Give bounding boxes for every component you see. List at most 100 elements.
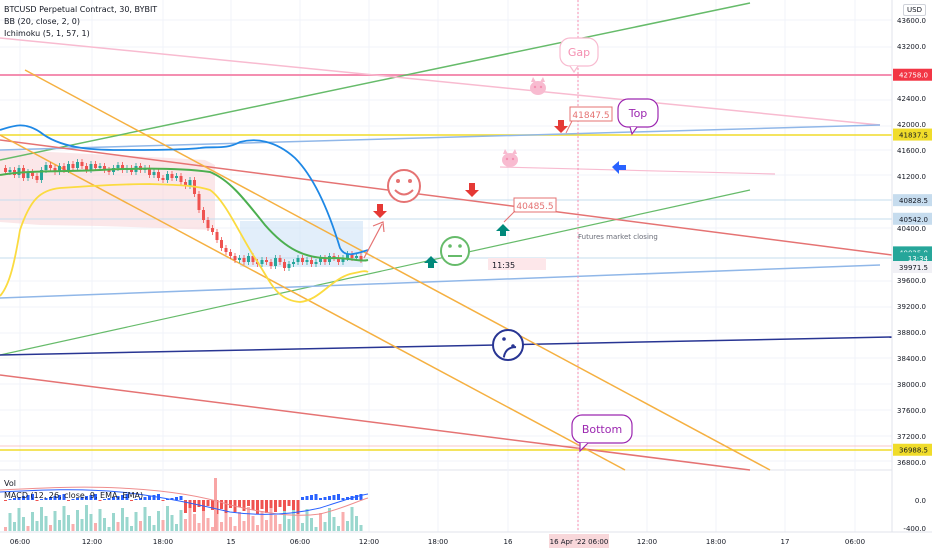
ichimoku-legend[interactable]: Ichimoku (5, 1, 57, 1) xyxy=(4,29,90,38)
trendline-green-upper[interactable] xyxy=(0,2,751,161)
candle-body xyxy=(98,166,102,168)
macd-tick: 0.0 xyxy=(915,497,926,505)
macd-signal-line[interactable] xyxy=(0,486,369,516)
trendline-pink-short[interactable] xyxy=(499,166,776,175)
macd-legend[interactable]: MACD (12, 26, close, 9, EMA, EMA) xyxy=(4,491,144,500)
volume-bar xyxy=(116,522,120,531)
macd-bar xyxy=(103,499,106,500)
bollinger-upper-band[interactable] xyxy=(0,124,369,256)
volume-bar xyxy=(314,527,318,531)
smiley-face-icon[interactable] xyxy=(387,169,421,203)
neutral-face-icon[interactable] xyxy=(440,236,470,266)
candle-body xyxy=(31,172,34,176)
trendline-navy[interactable] xyxy=(0,336,893,356)
macd-line[interactable] xyxy=(0,489,369,515)
volume-bar xyxy=(58,520,61,531)
sad-face-icon[interactable] xyxy=(492,329,524,361)
arrow-down-icon[interactable] xyxy=(373,204,387,218)
volume-bar xyxy=(332,517,336,531)
macd-bar xyxy=(143,497,147,500)
price-tick: 42000.0 xyxy=(897,121,926,129)
arrow-left-icon[interactable] xyxy=(612,161,626,174)
arrow-down-icon[interactable] xyxy=(554,120,568,133)
candle-body xyxy=(292,262,295,264)
volume-legend[interactable]: Vol xyxy=(4,479,16,488)
volume-bar xyxy=(206,518,210,531)
trendline-blue-upper[interactable] xyxy=(0,124,881,151)
symbol-legend[interactable]: BTCUSD Perpetual Contract, 30, BYBIT xyxy=(4,5,158,14)
trendline-green-lower[interactable] xyxy=(0,189,751,356)
candle-body xyxy=(301,258,304,262)
macd-bar xyxy=(67,500,70,501)
pig-icon[interactable] xyxy=(530,77,546,95)
candle-body xyxy=(179,176,183,182)
macd-bar xyxy=(89,495,93,500)
trendline-orange-lower[interactable] xyxy=(0,134,626,471)
macd-bar xyxy=(314,494,318,500)
volume-bar xyxy=(265,520,268,531)
volume-bar xyxy=(44,516,48,531)
top-label: Top xyxy=(628,107,648,120)
price-label-text: 13:34 xyxy=(908,255,929,263)
countdown-text: 11:35 xyxy=(492,261,515,270)
volume-bar xyxy=(107,527,111,531)
arrow-down-icon[interactable] xyxy=(465,183,479,197)
trendline-orange-upper[interactable] xyxy=(24,69,771,471)
pig-icon[interactable] xyxy=(502,149,518,167)
time-tick: 12:00 xyxy=(359,538,379,546)
macd-bar xyxy=(98,500,102,501)
macd-bar xyxy=(202,500,205,511)
price-pane[interactable] xyxy=(0,0,892,470)
macd-bar xyxy=(206,500,210,506)
candle-body xyxy=(332,256,336,258)
candle-body xyxy=(107,170,111,172)
price-note-41847-leader xyxy=(565,120,573,134)
volume-bar xyxy=(148,516,151,531)
bollinger-basis[interactable] xyxy=(0,167,369,262)
candle-body xyxy=(269,262,273,266)
currency-button[interactable]: USD xyxy=(903,4,926,16)
candle-body xyxy=(323,258,327,262)
arrow-up-icon[interactable] xyxy=(424,256,438,268)
macd-bar xyxy=(256,500,259,514)
volume-bar xyxy=(112,513,115,531)
trendline-red-upper[interactable] xyxy=(0,139,893,256)
trendline-pink[interactable] xyxy=(0,37,881,126)
arrow-up-right-icon[interactable] xyxy=(363,221,385,259)
candle-body xyxy=(242,258,246,262)
volume-bar xyxy=(62,506,66,531)
trendline-red-lower[interactable] xyxy=(0,374,751,471)
macd-bar xyxy=(4,500,7,501)
arrow-up-icon[interactable] xyxy=(496,224,510,236)
time-axis[interactable] xyxy=(0,532,932,550)
bottom-callout[interactable]: Bottom xyxy=(571,414,633,453)
price-note-41847[interactable]: 41847.5 xyxy=(569,106,613,122)
volume-bar xyxy=(121,508,124,531)
gap-callout[interactable]: Gap xyxy=(559,37,599,74)
countdown-box xyxy=(488,258,546,270)
candle-body xyxy=(130,168,133,172)
top-callout[interactable]: Top xyxy=(617,98,659,136)
macd-bar xyxy=(85,496,88,500)
trendline-blue-lower[interactable] xyxy=(0,264,881,299)
time-highlight: 16 Apr '22 06:00 xyxy=(550,538,609,546)
bollinger-lower-band[interactable] xyxy=(0,183,369,303)
price-label-box xyxy=(893,261,932,273)
price-tick: 36800.0 xyxy=(897,459,926,467)
futures-note[interactable]: Futures market closing xyxy=(578,233,658,241)
volume-bar xyxy=(35,521,39,531)
volume-bar xyxy=(103,518,106,531)
macd-bar xyxy=(17,497,21,500)
candle-body xyxy=(26,172,30,178)
candle-body xyxy=(341,258,345,262)
price-note-40485[interactable]: 40485.5 xyxy=(513,197,557,213)
candle-body xyxy=(283,262,286,268)
macd-bar xyxy=(332,495,336,500)
price-tick: 37200.0 xyxy=(897,433,926,441)
candle-body xyxy=(58,166,61,172)
bb-legend[interactable]: BB (20, close, 2, 0) xyxy=(4,17,80,26)
volume-bar xyxy=(283,510,286,531)
candle-body xyxy=(148,168,151,175)
volume-bar xyxy=(8,513,12,531)
